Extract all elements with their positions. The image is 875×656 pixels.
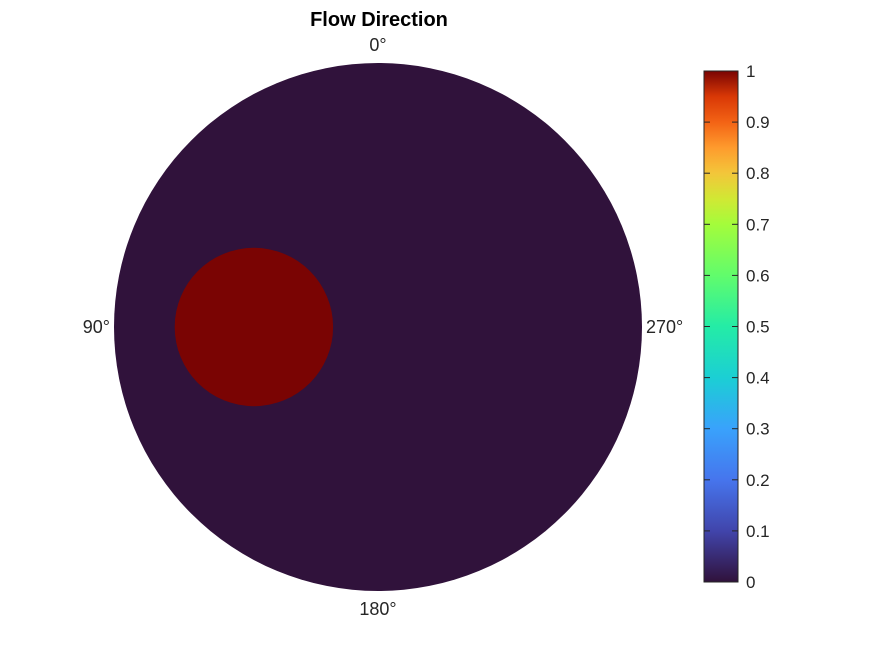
colorbar-tick-label: 0.7 (746, 215, 770, 234)
angle-label: 0° (369, 35, 386, 55)
colorbar-tick-label: 0.3 (746, 420, 770, 439)
colorbar-tick-label: 0.9 (746, 113, 770, 132)
value-region-0 (174, 247, 334, 407)
polar-area (114, 63, 642, 591)
colorbar-tick-label: 0.1 (746, 522, 770, 541)
colorbar-tick-label: 0.6 (746, 266, 770, 285)
colorbar-tick-label: 0.4 (746, 369, 770, 388)
colorbar-tick-label: 0.5 (746, 318, 770, 337)
colorbar-tick-label: 1 (746, 62, 755, 81)
background-disc (114, 63, 642, 591)
chart-title: Flow Direction (310, 9, 448, 31)
angle-label: 90° (83, 317, 110, 337)
colorbar-tick-label: 0.2 (746, 471, 770, 490)
colorbar-tick-label: 0.8 (746, 164, 770, 183)
angle-label: 270° (646, 317, 683, 337)
angle-label: 180° (359, 599, 396, 619)
colorbar-tick-label: 0 (746, 573, 755, 592)
colorbar: 0 0.1 0.2 0.3 0.4 0.5 0.6 0.7 0.8 0.9 1 (703, 62, 770, 592)
